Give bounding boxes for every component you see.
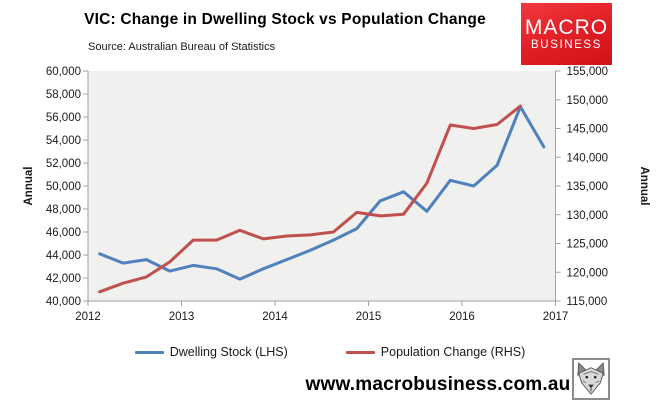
website-url: www.macrobusiness.com.au: [305, 374, 571, 395]
x-axis-tick-label: 2015: [356, 311, 382, 323]
dwelling-stock-line-swatch: [134, 350, 164, 354]
x-axis-tick-label: 2014: [262, 311, 288, 323]
y-axis-left-tick-label: 48,000: [46, 204, 81, 216]
y-axis-left-tick-label: 58,000: [46, 89, 81, 101]
y-axis-right-tick-label: 145,000: [567, 124, 609, 136]
x-axis-tick-label: 2013: [169, 311, 195, 323]
y-axis-left-tick-label: 60,000: [46, 66, 81, 78]
chart-title: VIC: Change in Dwelling Stock vs Populat…: [84, 11, 486, 28]
y-axis-right-tick-label: 140,000: [567, 152, 609, 164]
population-change-line: [98, 104, 522, 294]
y-axis-left-tick-label: 56,000: [46, 112, 81, 124]
y-axis-left-tick-label: 46,000: [46, 227, 81, 239]
y-axis-left-tick-label: 42,000: [46, 273, 81, 285]
wolf-icon: [577, 362, 605, 395]
dwelling-stock-line: [98, 105, 546, 281]
y-axis-left-tick-label: 54,000: [46, 135, 81, 147]
y-axis-left-title: Annual: [23, 167, 35, 206]
x-axis-tick-label: 2017: [543, 311, 569, 323]
y-axis-right-tick-label: 120,000: [567, 267, 609, 279]
chart-source: Source: Australian Bureau of Statistics: [88, 41, 276, 53]
y-axis-right-tick-label: 135,000: [567, 181, 609, 193]
y-axis-left-tick-label: 50,000: [46, 181, 81, 193]
population-change-line-swatch: [345, 350, 375, 354]
legend-label-population-change: Population Change (RHS): [380, 345, 526, 359]
y-axis-left-tick-label: 52,000: [46, 158, 81, 170]
y-axis-right-title: Annual: [638, 167, 650, 206]
y-axis-left-tick-label: 44,000: [46, 250, 81, 262]
logo-text-macro: MACRO: [524, 15, 609, 39]
wolf-logo: [572, 358, 610, 400]
x-axis-tick-label: 2012: [75, 311, 101, 323]
chart-legend: Dwelling Stock (LHS) Population Change (…: [0, 344, 660, 360]
y-axis-right-tick-label: 125,000: [567, 239, 609, 251]
logo-text-business: BUSINESS: [531, 38, 602, 51]
y-axis-right-tick-label: 155,000: [567, 66, 609, 78]
y-axis-right-tick-label: 130,000: [567, 210, 609, 222]
legend-label-dwelling-stock: Dwelling Stock (LHS): [169, 345, 288, 359]
x-axis-tick-label: 2016: [449, 311, 475, 323]
legend-item-dwelling-stock: Dwelling Stock (LHS): [134, 345, 288, 359]
legend-item-population-change: Population Change (RHS): [345, 345, 526, 359]
macrobusiness-logo: MACRO BUSINESS: [521, 3, 612, 65]
y-axis-right-tick-label: 150,000: [567, 95, 609, 107]
y-axis-left-tick-label: 40,000: [46, 296, 81, 308]
y-axis-right-tick-label: 115,000: [567, 296, 608, 308]
